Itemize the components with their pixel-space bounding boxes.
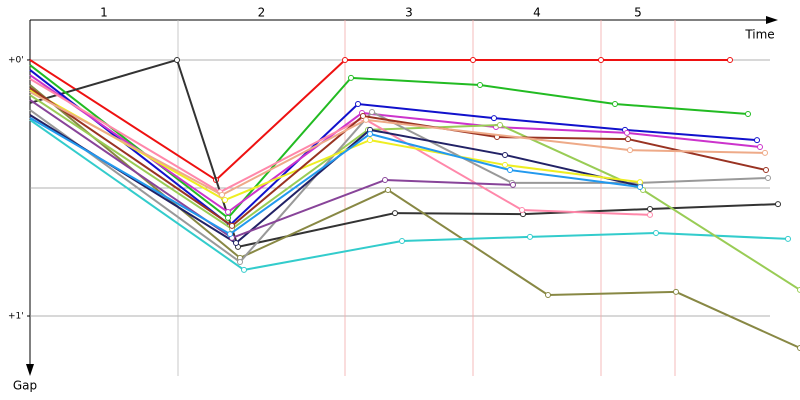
gap-point	[745, 110, 751, 117]
y-tick-label: +1'	[8, 311, 24, 321]
gap-point	[348, 74, 354, 81]
gap-point	[385, 187, 391, 194]
gap-line	[29, 64, 749, 220]
gap-point	[367, 137, 373, 144]
gap-point	[497, 121, 503, 128]
gap-point	[392, 210, 398, 217]
y-tick-label: +0'	[8, 55, 24, 65]
gap-point	[653, 230, 659, 237]
gap-point	[624, 129, 630, 136]
y-axis-arrow	[26, 364, 34, 376]
gap-point	[219, 191, 225, 198]
gap-point	[507, 167, 513, 174]
gap-point	[369, 108, 375, 115]
gap-point	[797, 286, 800, 293]
gap-point	[502, 161, 508, 168]
gap-line	[29, 99, 514, 240]
gap-point	[502, 151, 508, 158]
x-axis-arrow	[766, 16, 778, 24]
gap-point	[470, 56, 476, 63]
gap-point	[598, 56, 604, 63]
lap-label: 5	[634, 6, 642, 20]
gap-line	[29, 109, 769, 264]
gap-point	[527, 233, 533, 240]
gap-point	[225, 214, 231, 221]
gap-point	[491, 115, 497, 122]
gap-point	[367, 130, 373, 137]
gap-point	[785, 235, 791, 242]
x-axis-label: Time	[744, 28, 774, 42]
gap-point	[382, 177, 388, 184]
gap-line	[29, 58, 730, 182]
gap-point	[477, 82, 483, 89]
gap-point	[342, 56, 348, 63]
gap-point	[612, 101, 618, 108]
gap-point	[519, 206, 525, 213]
lap-label: 4	[533, 6, 541, 20]
gap-point	[775, 201, 781, 208]
gap-point	[673, 288, 679, 295]
gap-point	[637, 183, 643, 190]
gap-point	[765, 174, 771, 181]
gap-point	[510, 181, 516, 188]
gap-point	[647, 205, 653, 212]
gap-point	[229, 222, 235, 229]
gap-point	[757, 144, 763, 151]
gap-point	[355, 101, 361, 108]
gap-point	[360, 113, 366, 120]
gap-point	[363, 116, 369, 123]
gap-point	[727, 56, 733, 63]
gap-line	[29, 84, 800, 349]
gap-point	[763, 167, 769, 174]
lap-label: 2	[258, 6, 266, 20]
gap-point	[627, 147, 633, 154]
gap-point	[174, 56, 180, 63]
gap-point	[225, 209, 231, 216]
gap-point	[227, 231, 233, 238]
gap-point	[237, 258, 243, 265]
gap-point	[545, 291, 551, 298]
gap-point	[625, 136, 631, 143]
y-axis-label: Gap	[13, 379, 37, 393]
gap-point	[233, 240, 239, 247]
gap-line	[29, 74, 761, 214]
gap-point	[647, 211, 653, 218]
gap-point	[797, 344, 800, 351]
gap-point	[754, 137, 760, 144]
gap-point	[637, 179, 643, 186]
gap-point	[222, 197, 228, 204]
gap-point	[399, 237, 405, 244]
lap-label: 3	[405, 6, 413, 20]
gap-point	[762, 149, 768, 156]
gap-point	[241, 266, 247, 273]
gap-line	[29, 69, 758, 227]
lap-label: 1	[100, 6, 108, 20]
gap-line	[29, 119, 789, 271]
